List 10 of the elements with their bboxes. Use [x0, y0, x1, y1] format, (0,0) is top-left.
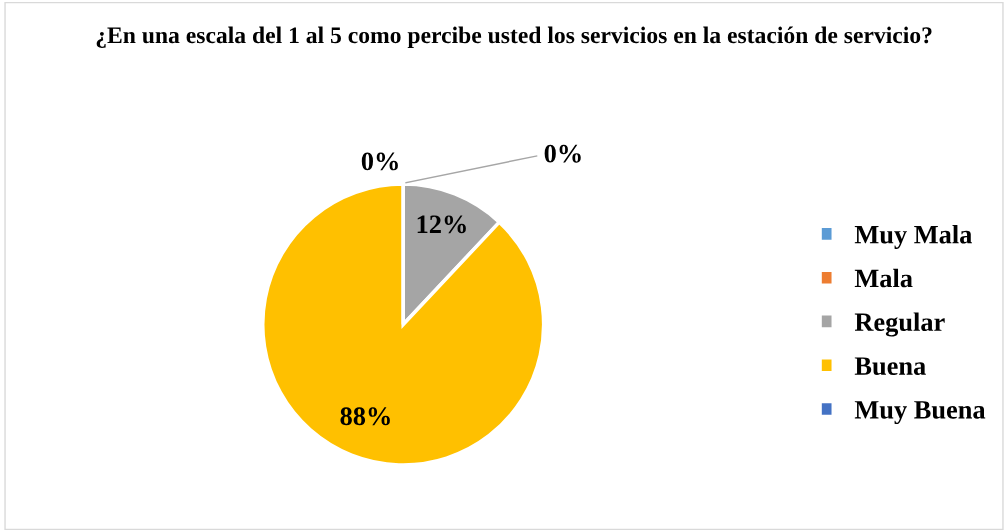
legend-label: Muy Mala [854, 224, 972, 249]
legend-label: Buena [854, 357, 926, 376]
legend-label: Mala [854, 268, 913, 288]
text: 0% [361, 152, 398, 171]
text: 0% [544, 144, 581, 163]
legend-label: Muy Buena [854, 401, 986, 425]
legend-label: Regular [854, 312, 945, 337]
data-label: 12% [417, 215, 466, 234]
chart-title: ¿En una escala del 1 al 5 como percibe usted los servicios en la estación de servicio? [96, 26, 932, 49]
data-label: 88% [340, 407, 390, 426]
